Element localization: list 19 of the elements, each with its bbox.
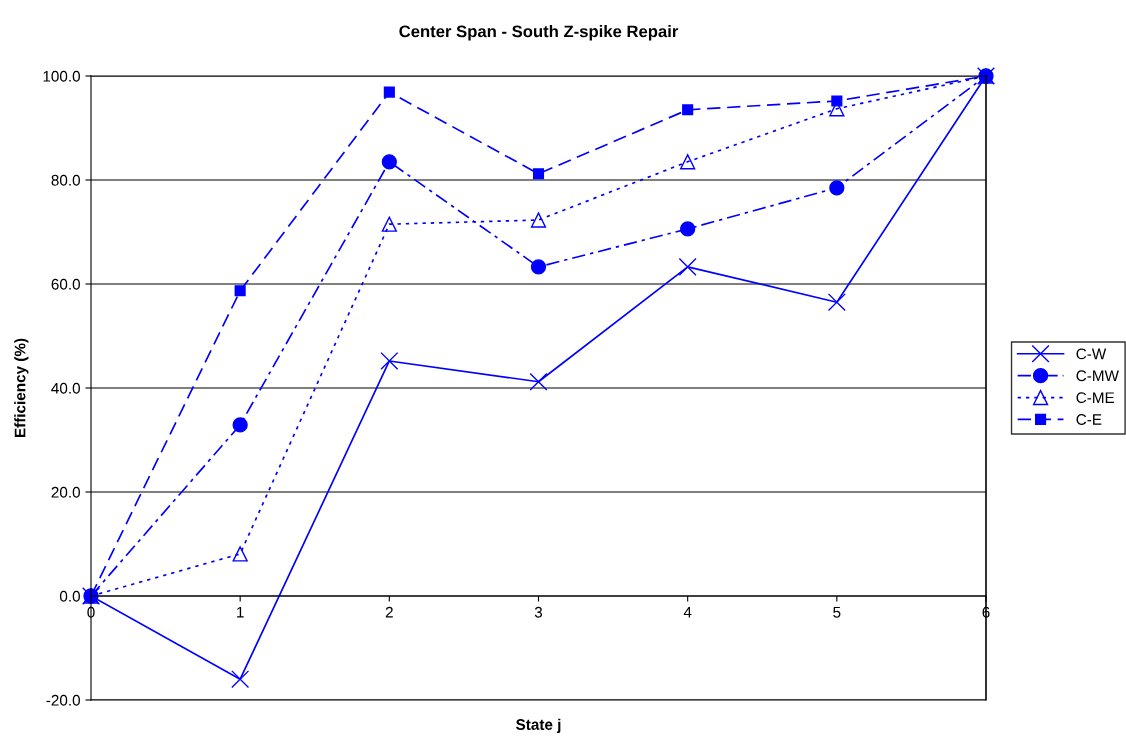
x-axis-title: State j xyxy=(516,718,561,733)
legend-label: C-ME xyxy=(1076,392,1115,404)
y-tick-label: 60.0 xyxy=(51,278,80,290)
chart-title: Center Span - South Z-spike Repair xyxy=(399,25,679,41)
y-tick-label: 0.0 xyxy=(59,590,80,602)
legend-label: C-E xyxy=(1076,414,1102,425)
x-tick-label: 2 xyxy=(385,606,393,618)
y-tick-label: 100.0 xyxy=(43,70,80,82)
y-tick-label: -20.0 xyxy=(46,694,80,706)
x-tick-label: 1 xyxy=(237,606,244,618)
y-tick-label: 40.0 xyxy=(51,382,80,394)
legend-label: C-W xyxy=(1076,348,1107,360)
y-tick-label: 20.0 xyxy=(51,486,80,498)
y-axis-title: Efficiency (%) xyxy=(14,338,29,438)
x-tick-label: 4 xyxy=(683,606,692,618)
x-tick-label: 3 xyxy=(534,606,543,618)
legend-label: C-MW xyxy=(1076,370,1119,382)
y-tick-label: 80.0 xyxy=(51,174,80,186)
x-tick-label: 5 xyxy=(833,606,841,618)
